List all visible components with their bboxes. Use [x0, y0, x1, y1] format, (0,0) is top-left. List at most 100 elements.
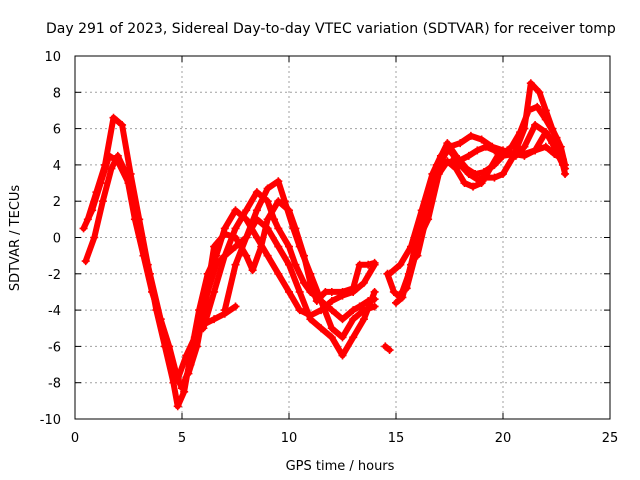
data-point-marker — [349, 333, 358, 342]
data-point-marker — [113, 151, 122, 160]
data-point-marker — [220, 306, 229, 315]
y-tick-label: 8 — [53, 86, 61, 101]
data-point-marker — [306, 269, 315, 278]
data-point-marker — [355, 302, 364, 311]
data-point-marker — [424, 206, 433, 215]
data-point-marker — [210, 315, 219, 324]
data-point-marker — [201, 297, 210, 306]
data-point-marker — [396, 260, 405, 269]
data-point-marker — [210, 242, 219, 251]
data-point-marker — [327, 324, 336, 333]
data-point-marker — [274, 269, 283, 278]
data-point-marker — [359, 306, 368, 315]
data-point-marker — [389, 287, 398, 296]
data-point-marker — [488, 142, 497, 151]
data-point-marker — [338, 315, 347, 324]
data-point-marker — [520, 150, 529, 159]
data-point-marker — [541, 128, 550, 137]
data-point-marker — [192, 342, 201, 351]
y-tick-label: -10 — [40, 413, 61, 428]
data-point-marker — [464, 169, 473, 178]
chart-title: Day 291 of 2023, Sidereal Day-to-day VTE… — [46, 21, 616, 37]
axis-ticks: 0 5 10 15 20 25 -10 -8 -6 -4 -2 0 2 4 6 8 10 — [40, 50, 619, 446]
data-point-marker — [385, 346, 394, 355]
data-point-marker — [561, 164, 570, 173]
data-point-marker — [370, 295, 379, 304]
data-point-marker — [274, 242, 283, 251]
data-point-marker — [285, 287, 293, 296]
data-point-marker — [299, 278, 308, 287]
data-point-marker — [252, 188, 261, 197]
data-point-marker — [306, 315, 315, 324]
data-point-marker — [280, 197, 289, 206]
data-point-marker — [469, 182, 478, 191]
data-point-marker — [231, 206, 240, 215]
x-tick-label: 15 — [388, 431, 405, 446]
data-point-marker — [392, 298, 400, 307]
data-point-marker — [295, 306, 304, 315]
data-point-marker — [81, 257, 90, 266]
data-point-marker — [541, 106, 550, 115]
y-tick-label: 10 — [44, 50, 61, 65]
data-point-marker — [165, 342, 174, 351]
data-point-marker — [520, 124, 529, 133]
data-point-marker — [381, 342, 390, 351]
data-series-layer — [79, 79, 570, 411]
data-point-marker — [231, 260, 240, 269]
data-point-marker — [338, 287, 347, 296]
data-point-marker — [490, 173, 499, 182]
data-point-marker — [317, 324, 326, 333]
data-point-marker — [274, 177, 283, 186]
data-point-marker — [531, 146, 540, 155]
data-point-marker — [100, 160, 109, 169]
data-point-marker — [370, 287, 379, 296]
data-point-marker — [349, 284, 358, 293]
y-tick-label: -8 — [48, 377, 61, 392]
data-point-marker — [291, 260, 300, 269]
y-tick-label: 2 — [53, 195, 61, 210]
data-point-marker — [295, 287, 304, 296]
x-axis-label: GPS time / hours — [286, 459, 395, 474]
data-point-marker — [156, 315, 165, 324]
data-point-marker — [295, 242, 304, 251]
y-tick-label: 6 — [53, 123, 61, 138]
x-tick-label: 0 — [71, 431, 79, 446]
data-series-7 — [381, 342, 394, 355]
series-trace — [84, 114, 378, 410]
data-point-marker — [173, 402, 182, 411]
data-point-marker — [139, 251, 148, 260]
y-tick-label: 4 — [53, 159, 61, 174]
data-point-marker — [460, 179, 469, 188]
data-point-marker — [327, 306, 336, 315]
data-point-marker — [130, 215, 139, 224]
y-axis-label: SDTVAR / TECUs — [8, 185, 23, 292]
data-point-marker — [327, 297, 336, 306]
data-point-marker — [231, 302, 240, 311]
data-point-marker — [242, 251, 251, 260]
data-point-marker — [364, 297, 373, 306]
data-point-marker — [338, 333, 347, 342]
data-point-marker — [122, 169, 131, 178]
data-point-marker — [548, 124, 557, 133]
data-point-marker — [541, 142, 550, 151]
data-point-marker — [473, 175, 482, 184]
data-point-marker — [107, 164, 116, 173]
data-point-marker — [349, 315, 358, 324]
data-point-marker — [263, 251, 272, 260]
data-point-marker — [242, 206, 251, 215]
y-tick-label: 0 — [53, 232, 61, 247]
data-point-marker — [499, 169, 507, 178]
data-point-marker — [220, 229, 229, 238]
data-point-marker — [355, 260, 364, 269]
data-point-marker — [270, 215, 279, 224]
data-point-marker — [406, 242, 415, 251]
data-point-marker — [464, 151, 473, 160]
data-point-marker — [364, 260, 373, 269]
data-point-marker — [402, 284, 411, 293]
data-point-marker — [79, 224, 88, 233]
data-point-marker — [477, 135, 486, 144]
data-point-marker — [242, 233, 251, 242]
data-series-3 — [81, 151, 379, 393]
data-point-marker — [526, 79, 535, 88]
